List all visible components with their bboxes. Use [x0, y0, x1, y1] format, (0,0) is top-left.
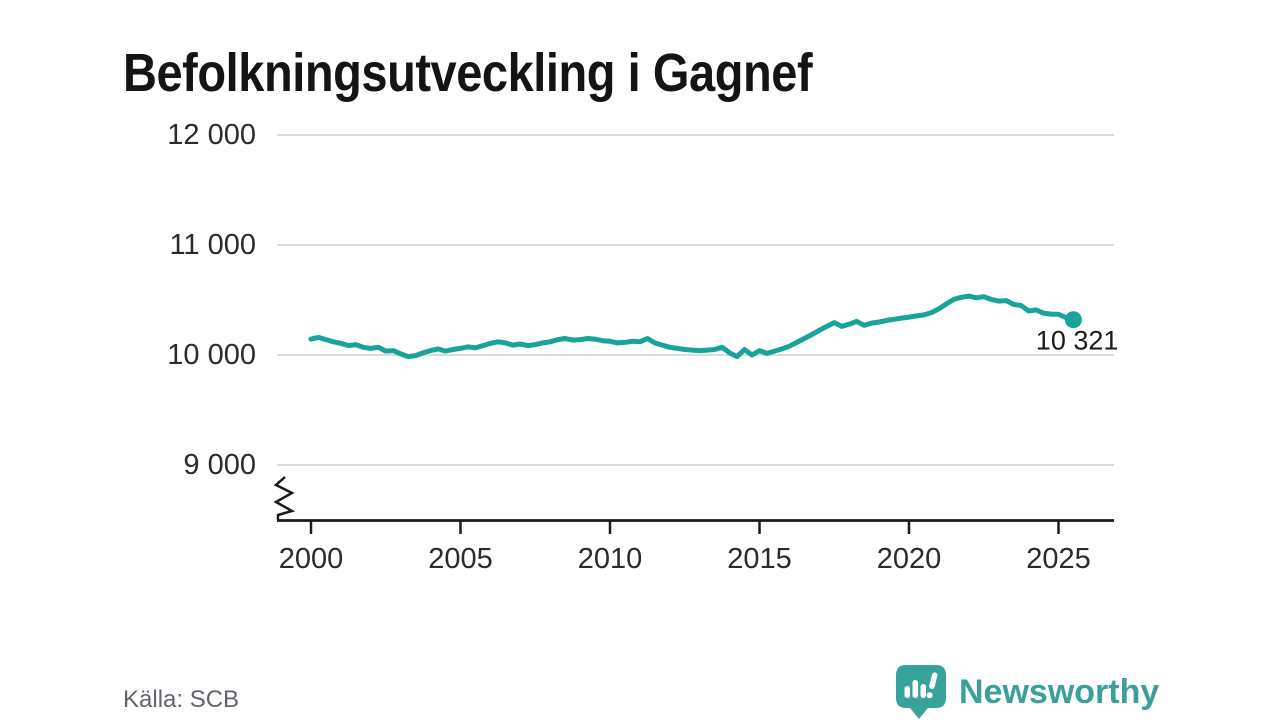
x-tick-label: 2025	[1026, 543, 1091, 575]
y-tick-label: 11 000	[169, 229, 256, 261]
population-line	[308, 293, 1076, 360]
x-tick-label: 2010	[578, 543, 643, 575]
y-tick-label: 12 000	[167, 119, 256, 151]
source-label: Källa: SCB	[123, 686, 240, 713]
newsworthy-speech-bubble-bar-chart-icon	[896, 665, 946, 719]
x-tick-label: 2015	[727, 543, 792, 575]
x-tick-label: 2005	[428, 543, 493, 575]
x-tick-label: 2020	[877, 543, 942, 575]
last-value-label: 10 321	[1036, 326, 1119, 356]
axis-break-icon	[273, 476, 296, 520]
chart-title: Befolkningsutveckling i Gagnef	[123, 43, 813, 104]
newsworthy-logo: Newsworthy	[895, 664, 1159, 720]
last-point-marker	[1064, 311, 1082, 329]
x-tick-label: 2000	[279, 543, 344, 575]
y-tick-label: 10 000	[167, 339, 256, 371]
newsworthy-logo-text: Newsworthy	[959, 672, 1160, 711]
y-tick-label: 9 000	[183, 449, 256, 481]
